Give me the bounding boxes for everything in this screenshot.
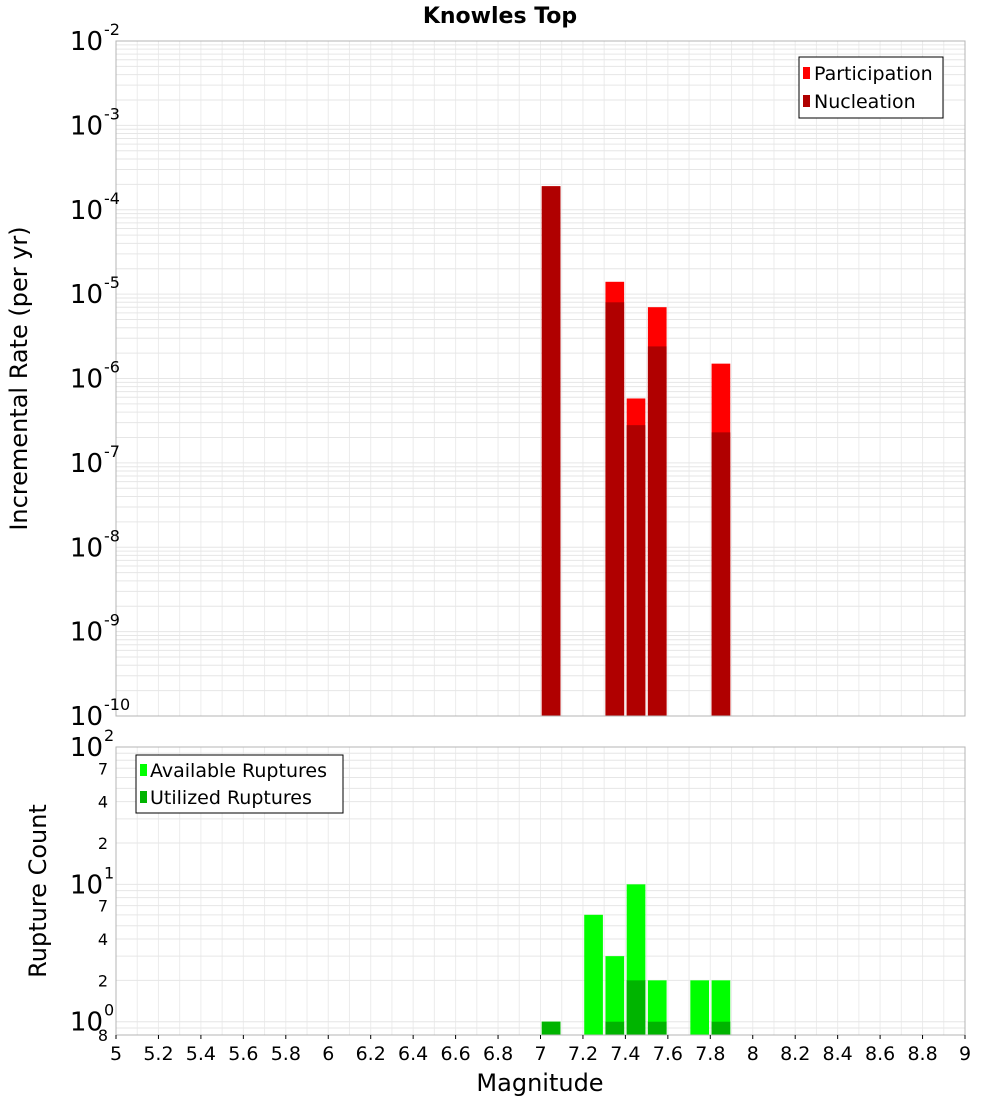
y-tick-exponent: 1	[104, 863, 114, 882]
y-minor-tick-label: 2	[98, 971, 108, 990]
legend-swatch	[140, 791, 147, 803]
available-ruptures-bar	[584, 914, 603, 1035]
y-minor-tick-label: 4	[98, 930, 108, 949]
y-axis-label-rate: Incremental Rate (per yr)	[5, 226, 33, 530]
x-tick-label: 5.8	[271, 1043, 301, 1065]
y-tick-exponent: -4	[104, 189, 120, 208]
y-tick-exponent: -8	[104, 526, 120, 545]
y-tick-label: 10	[70, 449, 103, 479]
x-tick-label: 8.8	[907, 1043, 937, 1065]
available-ruptures-bar	[711, 980, 731, 1035]
utilized-ruptures-bar	[711, 1021, 731, 1035]
y-minor-tick-label: 4	[98, 793, 108, 812]
rate-legend-box	[798, 56, 944, 119]
x-tick-label: 5.4	[186, 1043, 216, 1065]
y-tick-label: 10	[70, 280, 103, 310]
legend-label: Participation	[814, 63, 933, 85]
x-tick-label: 7	[534, 1043, 546, 1065]
chart-title: Knowles Top	[423, 4, 577, 29]
utilized-ruptures-bar	[541, 1021, 561, 1035]
y-tick-label: 10	[70, 1008, 103, 1038]
y-tick-exponent: -3	[104, 104, 120, 123]
y-minor-tick-label: 2	[98, 834, 108, 853]
legend-label: Utilized Ruptures	[150, 787, 312, 809]
y-tick-label: 10	[70, 111, 103, 141]
y-tick-exponent: -5	[104, 273, 120, 292]
nucleation-bar	[541, 186, 561, 716]
x-tick-label: 6.4	[398, 1043, 428, 1065]
legend-swatch	[140, 764, 147, 776]
available-ruptures-bar	[690, 980, 710, 1035]
y-tick-label: 10	[70, 618, 103, 648]
y-tick-exponent: -10	[104, 695, 130, 714]
y-tick-exponent: -9	[104, 611, 120, 630]
nucleation-bar	[605, 302, 625, 716]
y-axis-label-count: Rupture Count	[24, 804, 52, 978]
y-tick-exponent: 0	[104, 1001, 114, 1020]
x-tick-label: 5.2	[143, 1043, 173, 1065]
y-minor-tick-label: 7	[98, 897, 108, 916]
y-tick-exponent: -6	[104, 358, 120, 377]
y-minor-tick-label: 7	[98, 759, 108, 778]
count-legend-box	[135, 754, 344, 814]
utilized-ruptures-bar	[605, 1021, 625, 1035]
y-tick-exponent: -2	[104, 20, 120, 39]
x-tick-label: 7.8	[695, 1043, 725, 1065]
x-tick-label: 6	[322, 1043, 334, 1065]
x-tick-label: 8.2	[780, 1043, 810, 1065]
x-tick-label: 8.4	[823, 1043, 853, 1065]
available-ruptures-bar	[647, 980, 667, 1035]
legend-swatch	[803, 95, 810, 107]
y-minor-tick-label: 8	[98, 1026, 108, 1045]
nucleation-bar	[647, 346, 667, 716]
x-tick-label: 6.6	[440, 1043, 470, 1065]
x-tick-label: 7.4	[610, 1043, 640, 1065]
x-tick-label: 8.6	[865, 1043, 895, 1065]
legend-label: Available Ruptures	[150, 760, 327, 782]
x-tick-label: 5.6	[228, 1043, 258, 1065]
x-tick-label: 9	[959, 1043, 971, 1065]
legend-swatch	[803, 67, 810, 79]
rate-plot-frame	[115, 40, 966, 717]
nucleation-bar	[626, 425, 646, 716]
x-axis-label: Magnitude	[476, 1069, 603, 1097]
nucleation-bar	[711, 432, 731, 716]
y-tick-label: 10	[70, 365, 103, 395]
y-tick-label: 10	[70, 27, 103, 57]
x-tick-label: 5	[110, 1043, 122, 1065]
x-tick-label: 7.2	[568, 1043, 598, 1065]
x-tick-label: 7.6	[653, 1043, 683, 1065]
y-tick-exponent: -7	[104, 442, 120, 461]
utilized-ruptures-bar	[626, 980, 646, 1035]
x-tick-label: 6.2	[356, 1043, 386, 1065]
y-tick-exponent: 2	[104, 726, 114, 745]
y-tick-label: 10	[70, 533, 103, 563]
available-ruptures-bar	[605, 956, 625, 1035]
x-tick-label: 8	[747, 1043, 759, 1065]
y-tick-label: 10	[70, 196, 103, 226]
y-tick-label: 10	[70, 702, 103, 732]
y-tick-label: 10	[70, 870, 103, 900]
legend-label: Nucleation	[814, 91, 916, 113]
x-tick-label: 6.8	[483, 1043, 513, 1065]
y-tick-label: 10	[70, 733, 103, 763]
utilized-ruptures-bar	[647, 1021, 667, 1035]
